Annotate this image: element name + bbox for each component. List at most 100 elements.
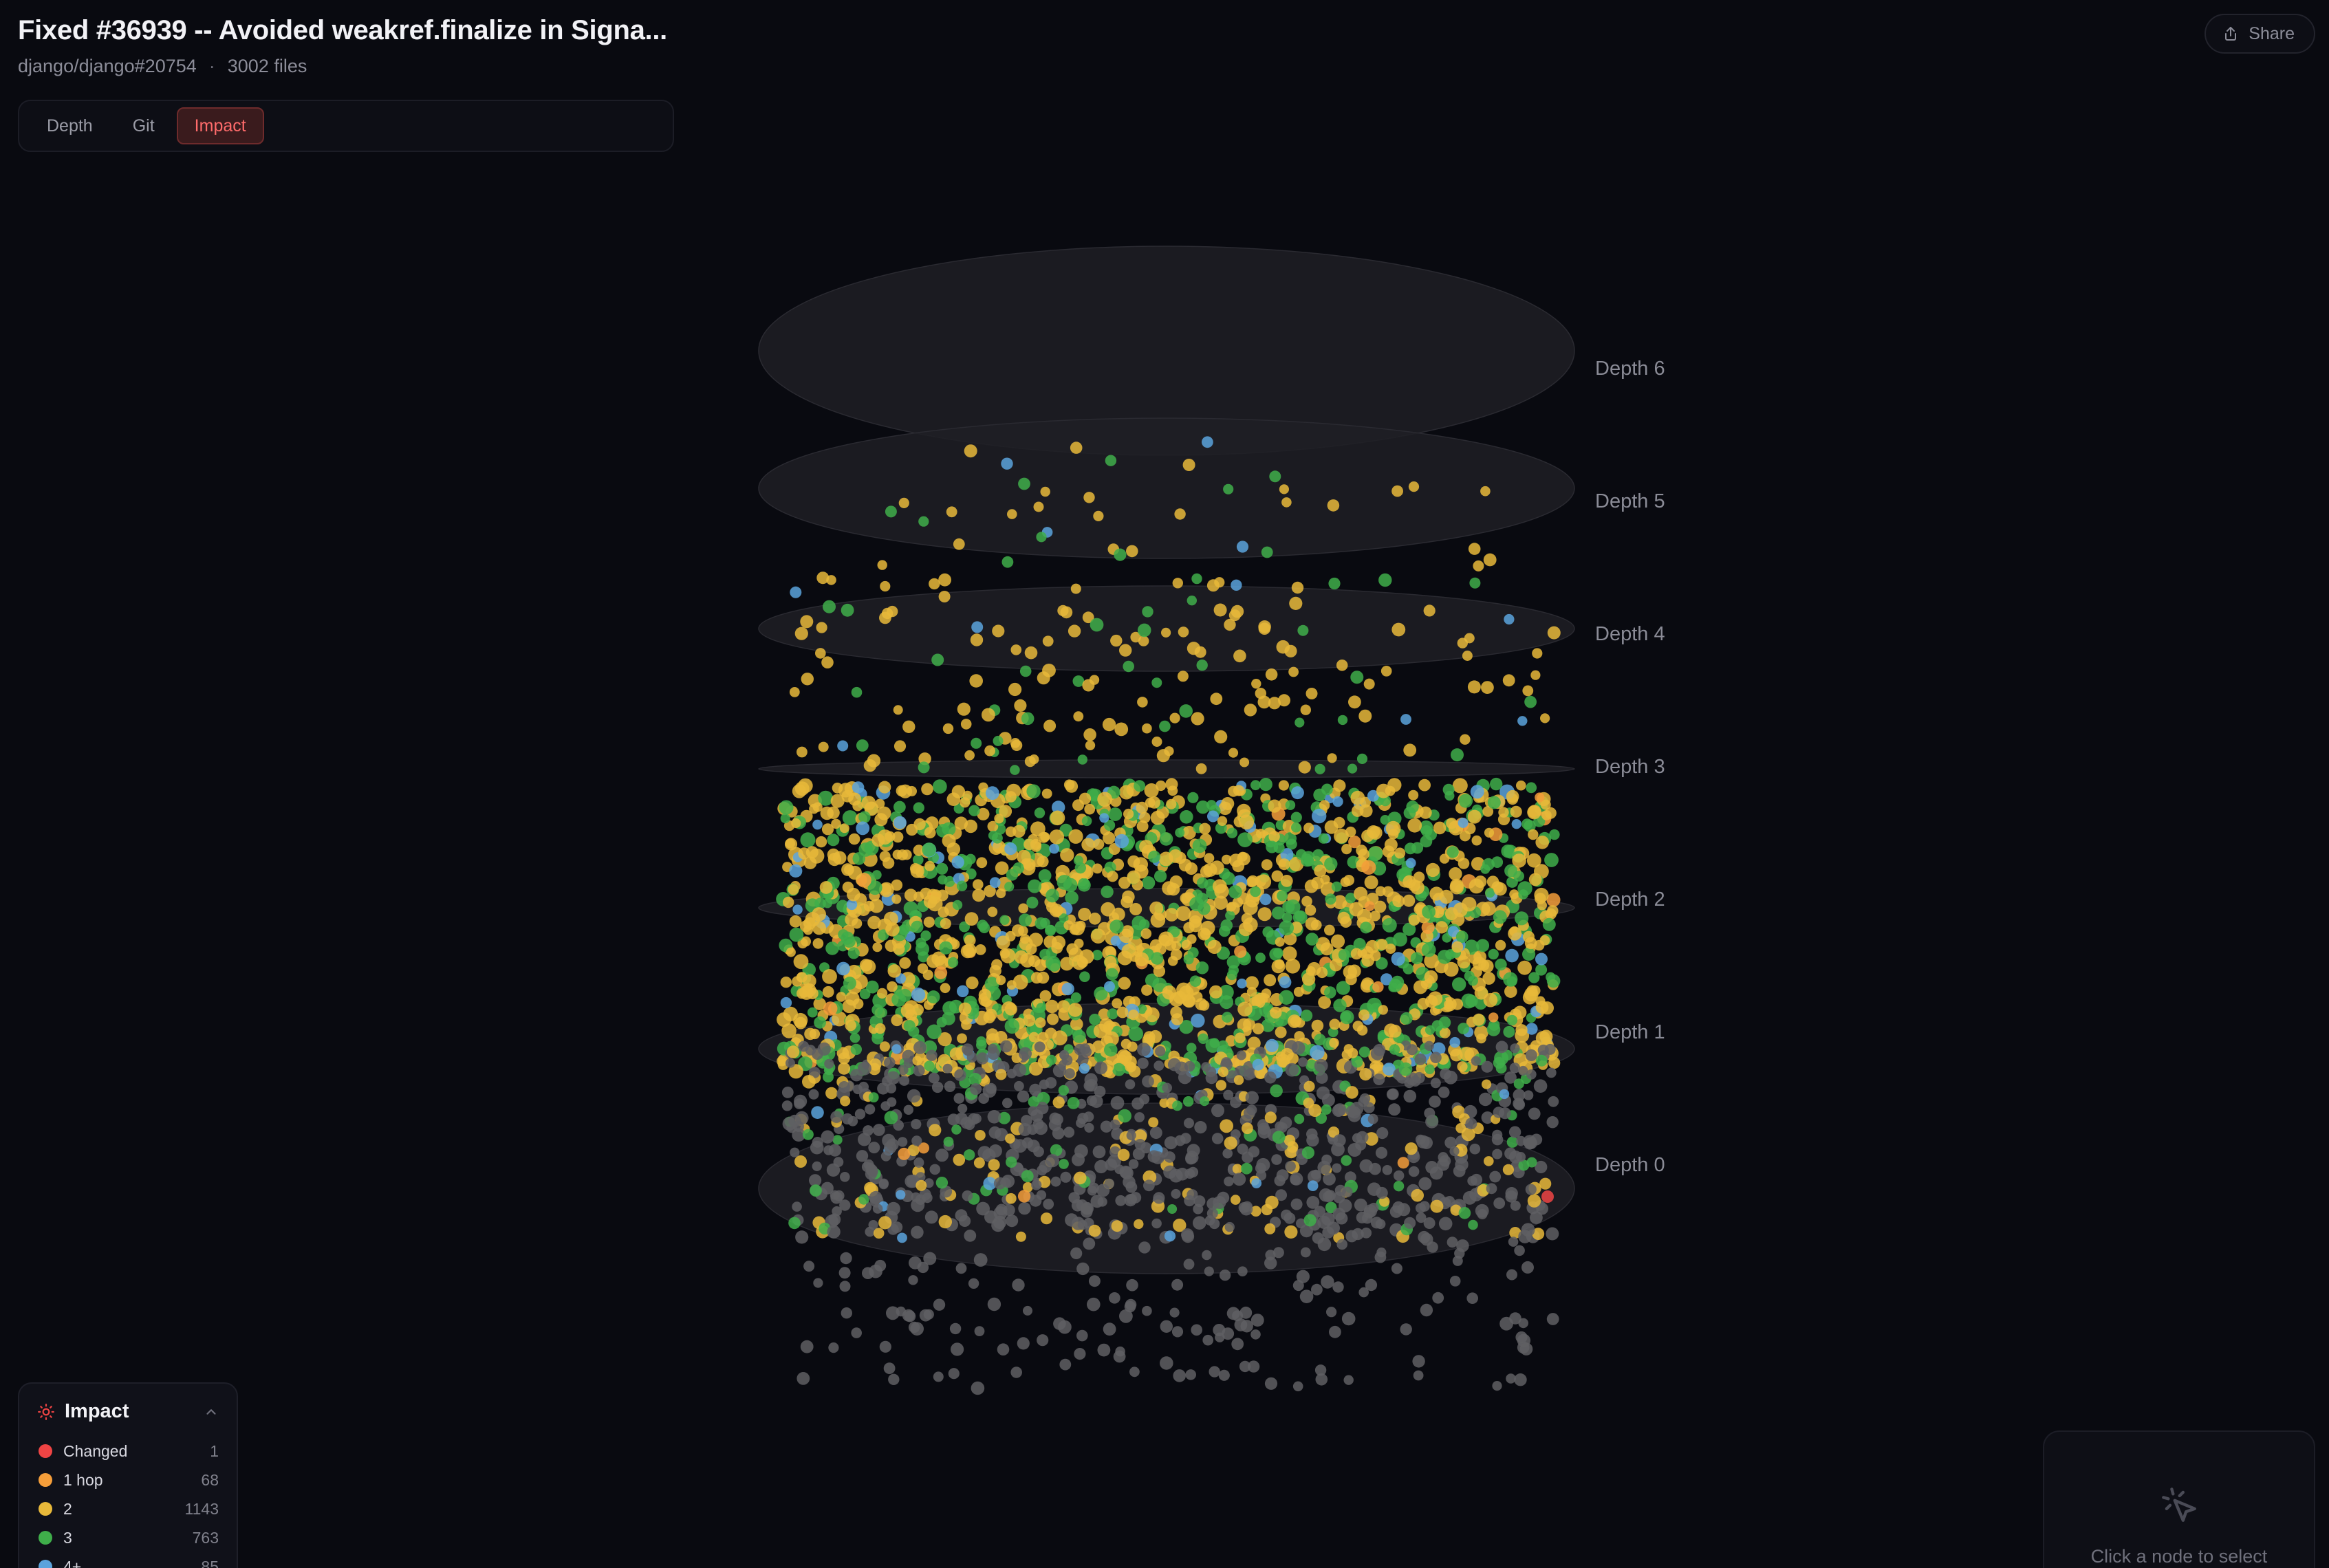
graph-node[interactable] — [984, 884, 996, 897]
graph-node[interactable] — [893, 801, 906, 814]
graph-node[interactable] — [1083, 492, 1095, 503]
graph-node[interactable] — [1193, 1195, 1206, 1208]
graph-node[interactable] — [1179, 704, 1193, 718]
graph-node[interactable] — [1408, 790, 1419, 801]
graph-node[interactable] — [825, 1087, 838, 1100]
graph-node[interactable] — [887, 981, 898, 992]
graph-node[interactable] — [1506, 1269, 1517, 1281]
graph-node[interactable] — [947, 1113, 960, 1126]
graph-node[interactable] — [1319, 800, 1330, 811]
graph-node[interactable] — [944, 1080, 956, 1093]
graph-node[interactable] — [1119, 1309, 1133, 1323]
graph-node[interactable] — [1012, 1278, 1025, 1292]
graph-node[interactable] — [1375, 1146, 1388, 1159]
graph-node[interactable] — [1090, 618, 1104, 632]
graph-node[interactable] — [1139, 840, 1153, 854]
graph-node[interactable] — [1546, 1227, 1559, 1241]
graph-node[interactable] — [1006, 1193, 1017, 1204]
graph-node[interactable] — [1222, 1148, 1233, 1159]
graph-node[interactable] — [1059, 1049, 1070, 1060]
graph-node[interactable] — [1409, 1076, 1421, 1087]
graph-node[interactable] — [1097, 1197, 1107, 1207]
graph-node[interactable] — [1430, 1052, 1442, 1063]
graph-node[interactable] — [794, 1155, 807, 1168]
graph-node[interactable] — [1255, 1162, 1266, 1174]
graph-node[interactable] — [813, 997, 826, 1010]
graph-node[interactable] — [1331, 1142, 1345, 1157]
graph-node[interactable] — [1495, 939, 1506, 951]
graph-node[interactable] — [1127, 870, 1141, 884]
graph-node[interactable] — [1160, 1356, 1173, 1370]
graph-node[interactable] — [1504, 613, 1515, 625]
graph-node[interactable] — [780, 997, 792, 1009]
graph-node[interactable] — [1336, 1239, 1347, 1250]
graph-node[interactable] — [995, 861, 1009, 875]
graph-node[interactable] — [821, 1130, 834, 1144]
graph-node[interactable] — [1376, 939, 1388, 950]
graph-node[interactable] — [1174, 508, 1186, 520]
graph-node[interactable] — [973, 1157, 985, 1168]
graph-node[interactable] — [1391, 622, 1406, 637]
graph-node[interactable] — [1048, 959, 1061, 972]
graph-node[interactable] — [924, 827, 936, 839]
graph-node[interactable] — [1325, 893, 1336, 905]
graph-node[interactable] — [1213, 895, 1228, 910]
graph-node[interactable] — [1527, 1194, 1541, 1208]
graph-node[interactable] — [1167, 882, 1180, 896]
graph-node[interactable] — [1100, 1120, 1113, 1133]
graph-node[interactable] — [801, 673, 814, 686]
graph-node[interactable] — [970, 633, 984, 646]
graph-node[interactable] — [1493, 910, 1507, 924]
graph-node[interactable] — [1283, 932, 1297, 946]
graph-node[interactable] — [845, 913, 858, 926]
graph-node[interactable] — [1123, 808, 1134, 820]
graph-node[interactable] — [1104, 955, 1117, 968]
graph-node[interactable] — [847, 947, 860, 959]
graph-node[interactable] — [1194, 1121, 1207, 1134]
graph-node[interactable] — [1112, 1063, 1126, 1076]
graph-node[interactable] — [911, 1119, 922, 1130]
graph-node[interactable] — [1050, 1144, 1063, 1157]
graph-node[interactable] — [1050, 810, 1065, 826]
graph-node[interactable] — [1097, 792, 1113, 807]
graph-node[interactable] — [1083, 1237, 1096, 1250]
graph-node[interactable] — [1280, 875, 1293, 887]
graph-node[interactable] — [832, 1135, 843, 1145]
graph-node[interactable] — [1420, 1303, 1433, 1317]
graph-node[interactable] — [1237, 803, 1251, 818]
graph-node[interactable] — [1070, 583, 1081, 594]
graph-node[interactable] — [1097, 1343, 1111, 1357]
graph-node[interactable] — [1330, 934, 1345, 948]
graph-node[interactable] — [1252, 1023, 1264, 1035]
graph-node[interactable] — [1542, 917, 1556, 931]
graph-node[interactable] — [841, 1307, 853, 1319]
graph-node[interactable] — [1026, 896, 1039, 908]
graph-node[interactable] — [1350, 948, 1363, 960]
graph-node[interactable] — [886, 1071, 900, 1085]
graph-node[interactable] — [1400, 714, 1411, 725]
graph-node[interactable] — [971, 737, 982, 749]
graph-node[interactable] — [1285, 1161, 1296, 1172]
graph-node[interactable] — [1164, 908, 1179, 922]
graph-node[interactable] — [1298, 761, 1311, 774]
graph-node[interactable] — [1068, 1003, 1083, 1017]
graph-node[interactable] — [1324, 924, 1335, 936]
graph-node[interactable] — [1535, 963, 1548, 976]
graph-node[interactable] — [1316, 1086, 1330, 1100]
graph-node[interactable] — [1202, 1250, 1212, 1261]
graph-node[interactable] — [1271, 1154, 1282, 1165]
graph-node[interactable] — [1523, 1090, 1534, 1100]
graph-node[interactable] — [1239, 1360, 1251, 1373]
graph-node[interactable] — [1461, 1127, 1475, 1142]
graph-node[interactable] — [1217, 816, 1228, 827]
graph-node[interactable] — [1247, 875, 1259, 887]
graph-node[interactable] — [964, 1229, 977, 1242]
graph-node[interactable] — [1170, 948, 1182, 961]
graph-node[interactable] — [1210, 693, 1223, 706]
graph-node[interactable] — [1522, 947, 1536, 961]
graph-node[interactable] — [830, 1191, 843, 1204]
graph-node[interactable] — [1151, 952, 1164, 965]
graph-node[interactable] — [1365, 1278, 1378, 1292]
graph-node[interactable] — [1295, 911, 1306, 922]
graph-node[interactable] — [1021, 1115, 1032, 1126]
